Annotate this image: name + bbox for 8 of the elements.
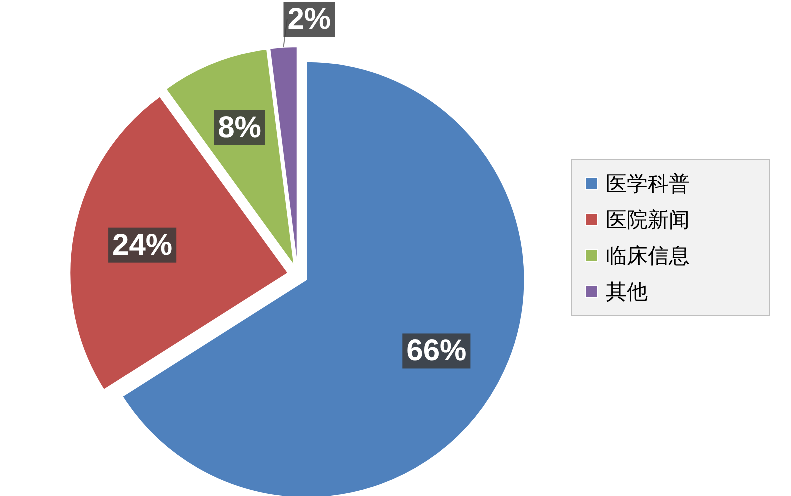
legend-label: 医院新闻: [606, 208, 690, 232]
legend-label: 临床信息: [606, 244, 690, 268]
data-label: 66%: [406, 334, 467, 368]
legend-label: 医学科普: [606, 172, 690, 196]
legend-label: 其他: [606, 280, 648, 304]
data-label: 24%: [112, 228, 173, 262]
data-label: 8%: [218, 111, 262, 144]
data-label: 2%: [288, 3, 332, 36]
